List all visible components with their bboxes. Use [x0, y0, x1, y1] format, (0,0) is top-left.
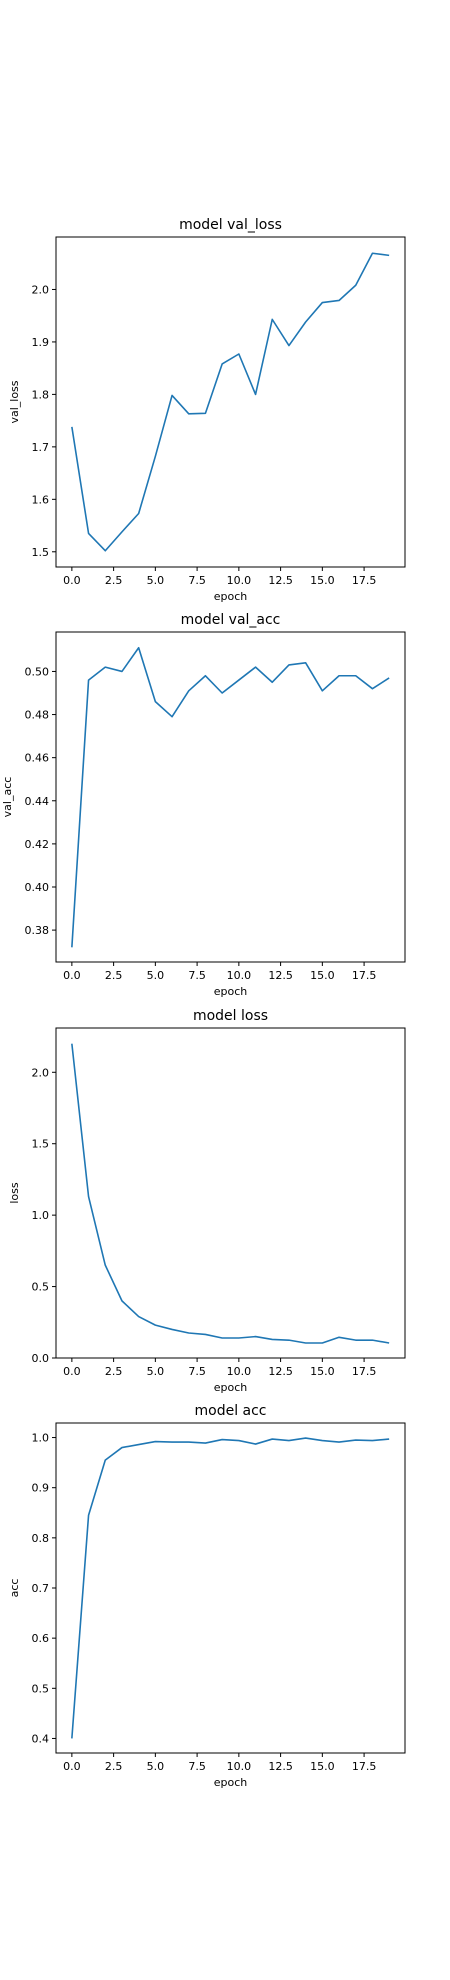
chart1-y-tick-label: 1.6 [32, 493, 50, 506]
chart3-x-tick-label: 12.5 [268, 1365, 293, 1378]
chart2-title: model val_acc [181, 612, 281, 628]
chart1-x-tick-label: 2.5 [105, 574, 123, 587]
chart3-x-tick-label: 10.0 [227, 1365, 252, 1378]
chart4-y-tick-label: 0.4 [32, 1732, 50, 1745]
chart2-x-tick-label: 10.0 [227, 969, 252, 982]
chart4-x-tick-label: 10.0 [227, 1760, 252, 1773]
chart1-x-tick-label: 5.0 [147, 574, 165, 587]
chart1-x-tick-label: 15.0 [310, 574, 335, 587]
chart3-y-tick-label: 1.0 [32, 1209, 50, 1222]
chart2-y-tick-label: 0.46 [25, 752, 50, 765]
chart2-series-line [71, 646, 390, 948]
chart4-x-tick-label: 5.0 [147, 1760, 165, 1773]
chart4-y-tick-label: 1.0 [32, 1432, 50, 1445]
chart3-y-tick-label: 0.0 [32, 1352, 50, 1365]
chart2-y-tick-label: 0.44 [25, 795, 50, 808]
chart3-y-tick-label: 0.5 [32, 1281, 50, 1294]
chart2-x-tick-label: 5.0 [147, 969, 165, 982]
chart2-x-tick-label: 0.0 [63, 969, 81, 982]
chart4-y-tick-label: 0.7 [32, 1582, 50, 1595]
chart4-plot-frame [55, 1422, 406, 1754]
chart1-y-tick-label: 1.5 [32, 546, 50, 559]
chart3-x-tick-label: 0.0 [63, 1365, 81, 1378]
chart1-x-tick-label: 10.0 [227, 574, 252, 587]
chart2-x-tick-label: 15.0 [310, 969, 335, 982]
chart1-series-line [71, 252, 390, 552]
chart3-y-tick-label: 2.0 [32, 1066, 50, 1079]
chart2-y-tick-label: 0.40 [25, 881, 50, 894]
chart3-series-line [71, 1043, 390, 1344]
chart4-y-tick-label: 0.9 [32, 1482, 50, 1495]
chart4-y-tick-label: 0.6 [32, 1632, 50, 1645]
chart4-series-line [71, 1437, 390, 1739]
chart1-plot-frame [55, 236, 406, 568]
chart4-x-tick-label: 2.5 [105, 1760, 123, 1773]
chart1-y-tick-label: 1.7 [32, 441, 50, 454]
chart1-x-tick-label: 12.5 [268, 574, 293, 587]
chart1-x-tick-label: 17.5 [352, 574, 377, 587]
chart4-x-axis-label: epoch [214, 1776, 248, 1789]
chart3-x-tick-label: 2.5 [105, 1365, 123, 1378]
chart4-title: model acc [194, 1403, 266, 1419]
chart2-y-axis-label: val_acc [1, 777, 14, 818]
chart4-x-tick-label: 7.5 [188, 1760, 206, 1773]
chart1-y-axis-label: val_loss [8, 380, 21, 423]
chart4-x-tick-label: 17.5 [352, 1760, 377, 1773]
chart3-y-tick-label: 1.5 [32, 1138, 50, 1151]
chart1-x-tick-label: 7.5 [188, 574, 206, 587]
chart1-y-tick-label: 1.8 [32, 388, 50, 401]
chart3-x-tick-label: 15.0 [310, 1365, 335, 1378]
chart2-y-tick-label: 0.48 [25, 709, 50, 722]
chart4-x-tick-label: 12.5 [268, 1760, 293, 1773]
chart1-x-tick-label: 0.0 [63, 574, 81, 587]
chart3-x-tick-label: 7.5 [188, 1365, 206, 1378]
chart2-y-tick-label: 0.50 [25, 665, 50, 678]
chart2-y-tick-label: 0.42 [25, 838, 50, 851]
chart4-y-tick-label: 0.8 [32, 1532, 50, 1545]
chart2-x-tick-label: 17.5 [352, 969, 377, 982]
chart3-x-tick-label: 17.5 [352, 1365, 377, 1378]
chart1-title: model val_loss [179, 217, 282, 233]
chart3-plot-frame [55, 1027, 406, 1359]
chart2-plot-frame [55, 631, 406, 963]
chart4-y-tick-label: 0.5 [32, 1682, 50, 1695]
chart1-y-tick-label: 2.0 [32, 283, 50, 296]
chart4-y-axis-label: acc [8, 1579, 21, 1598]
chart2-x-tick-label: 12.5 [268, 969, 293, 982]
chart2-y-tick-label: 0.38 [25, 924, 50, 937]
chart3-y-axis-label: loss [8, 1182, 21, 1204]
chart3-x-tick-label: 5.0 [147, 1365, 165, 1378]
chart2-x-tick-label: 2.5 [105, 969, 123, 982]
chart1-y-tick-label: 1.9 [32, 336, 50, 349]
chart2-x-tick-label: 7.5 [188, 969, 206, 982]
chart4-x-tick-label: 15.0 [310, 1760, 335, 1773]
chart3-title: model loss [193, 1008, 268, 1024]
chart1-x-axis-label: epoch [214, 590, 248, 603]
chart3-x-axis-label: epoch [214, 1381, 248, 1394]
chart4-x-tick-label: 0.0 [63, 1760, 81, 1773]
chart2-x-axis-label: epoch [214, 985, 248, 998]
